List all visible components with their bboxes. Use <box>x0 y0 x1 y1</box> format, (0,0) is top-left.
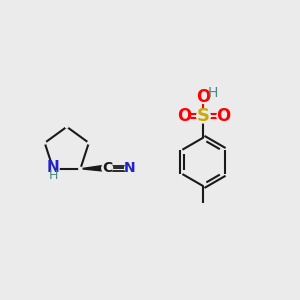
Text: H: H <box>49 169 58 182</box>
Text: S: S <box>197 107 210 125</box>
Circle shape <box>88 142 90 144</box>
Text: H: H <box>208 86 218 100</box>
Text: O: O <box>216 107 230 125</box>
Circle shape <box>47 163 59 175</box>
Circle shape <box>44 142 46 144</box>
Circle shape <box>198 92 209 103</box>
Circle shape <box>178 110 190 122</box>
Polygon shape <box>80 165 107 171</box>
Text: N: N <box>124 161 135 175</box>
Text: N: N <box>47 160 59 175</box>
Circle shape <box>79 168 82 170</box>
Circle shape <box>102 163 112 173</box>
Text: C: C <box>102 161 112 175</box>
Circle shape <box>125 164 134 173</box>
Circle shape <box>197 109 210 123</box>
Text: O: O <box>177 107 191 125</box>
Text: O: O <box>196 88 211 106</box>
Circle shape <box>52 168 54 170</box>
Circle shape <box>66 126 68 128</box>
Circle shape <box>79 167 82 170</box>
Circle shape <box>217 110 229 122</box>
